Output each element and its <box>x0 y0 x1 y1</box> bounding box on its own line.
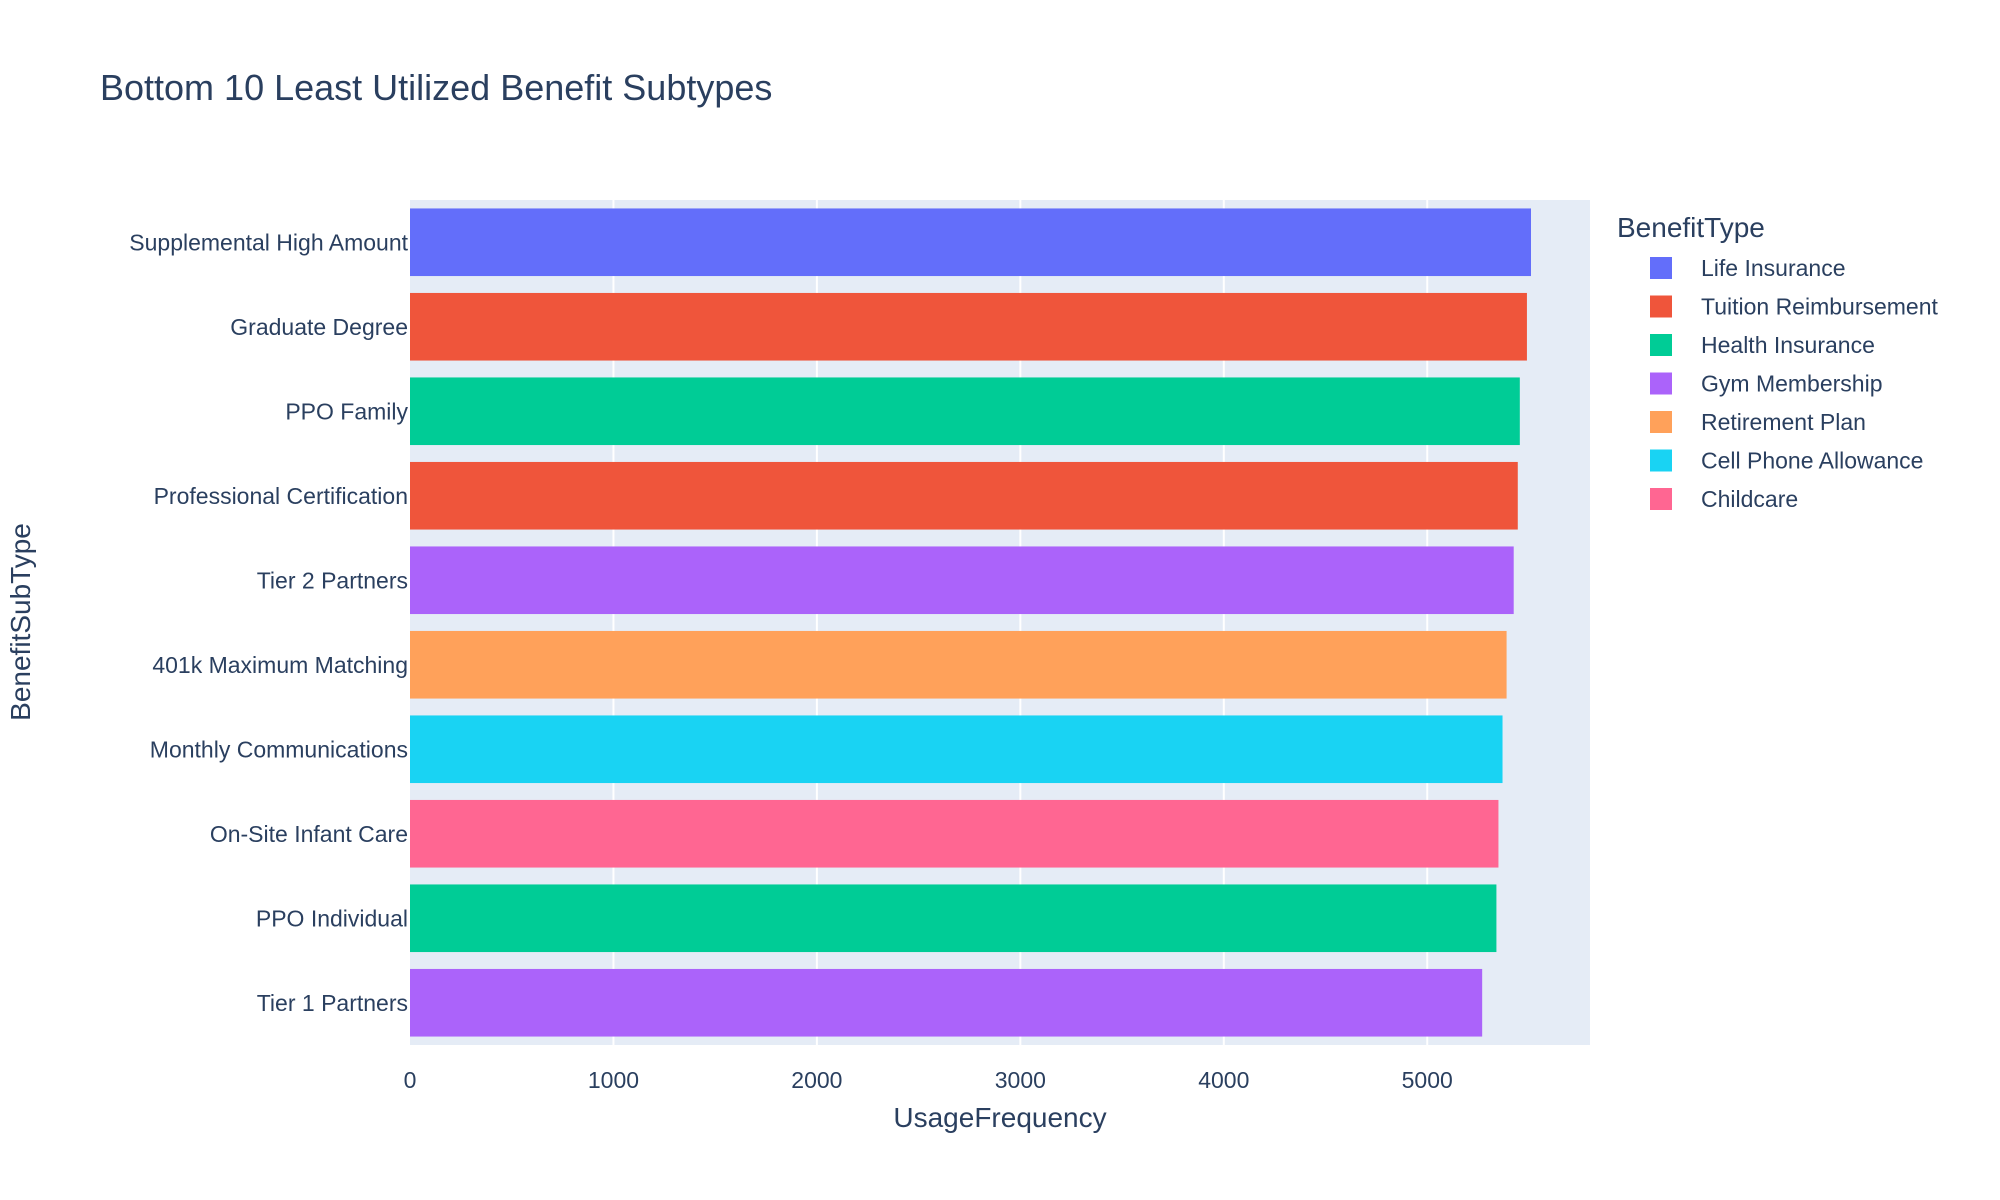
x-tick-label: 4000 <box>1198 1067 1249 1093</box>
y-tick-label: Graduate Degree <box>230 314 408 340</box>
legend-label: Gym Membership <box>1701 371 1882 397</box>
bar <box>410 715 1503 784</box>
chart-title: Bottom 10 Least Utilized Benefit Subtype… <box>100 67 772 108</box>
legend-label: Childcare <box>1701 486 1798 512</box>
bar <box>410 968 1483 1037</box>
legend-label: Life Insurance <box>1701 255 1845 281</box>
x-tick-label: 2000 <box>791 1067 842 1093</box>
bar <box>410 799 1499 868</box>
y-tick-label: Tier 1 Partners <box>257 990 408 1016</box>
bar <box>410 377 1520 446</box>
y-axis-title: BenefitSubType <box>5 523 36 721</box>
x-tick-label: 5000 <box>1402 1067 1453 1093</box>
y-tick-label: Tier 2 Partners <box>257 567 408 593</box>
legend-swatch <box>1650 295 1672 318</box>
y-tick-label: Professional Certification <box>154 483 408 509</box>
legend-label: Health Insurance <box>1701 332 1875 358</box>
x-tick-label: 0 <box>404 1067 417 1093</box>
x-tick-label: 1000 <box>588 1067 639 1093</box>
y-tick-label: On-Site Infant Care <box>210 821 408 847</box>
legend-swatch <box>1650 411 1672 433</box>
bar <box>410 208 1531 277</box>
bar <box>410 546 1514 615</box>
y-tick-label: Monthly Communications <box>150 736 408 762</box>
legend-items: Life Insurance Tuition Reimbursement Healt… <box>1650 255 1939 512</box>
bar <box>410 630 1507 699</box>
bar <box>410 292 1527 361</box>
legend-swatch <box>1650 257 1672 279</box>
y-tick-label: Supplemental High Amount <box>129 229 408 255</box>
y-axis-tick-labels: Supplemental High Amount Graduate Degree P… <box>129 229 408 1016</box>
y-tick-label: PPO Family <box>285 398 408 424</box>
x-axis-tick-labels: 0 1000 2000 3000 4000 5000 <box>404 1067 1453 1093</box>
y-tick-label: 401k Maximum Matching <box>152 652 408 678</box>
y-tick-label: PPO Individual <box>256 905 408 931</box>
legend: BenefitType Life Insurance Tuition Reimbu… <box>1617 212 1939 512</box>
bar <box>410 884 1497 953</box>
legend-label: Cell Phone Allowance <box>1701 448 1923 474</box>
legend-swatch <box>1650 334 1672 356</box>
legend-swatch <box>1650 372 1672 395</box>
legend-label: Tuition Reimbursement <box>1701 294 1939 320</box>
legend-title: BenefitType <box>1617 212 1765 243</box>
legend-swatch <box>1650 488 1672 510</box>
bars-group <box>410 208 1531 1037</box>
bar <box>410 461 1518 530</box>
x-tick-label: 3000 <box>995 1067 1046 1093</box>
x-axis-title: UsageFrequency <box>893 1102 1106 1133</box>
legend-swatch <box>1650 449 1672 472</box>
legend-label: Retirement Plan <box>1701 409 1866 435</box>
